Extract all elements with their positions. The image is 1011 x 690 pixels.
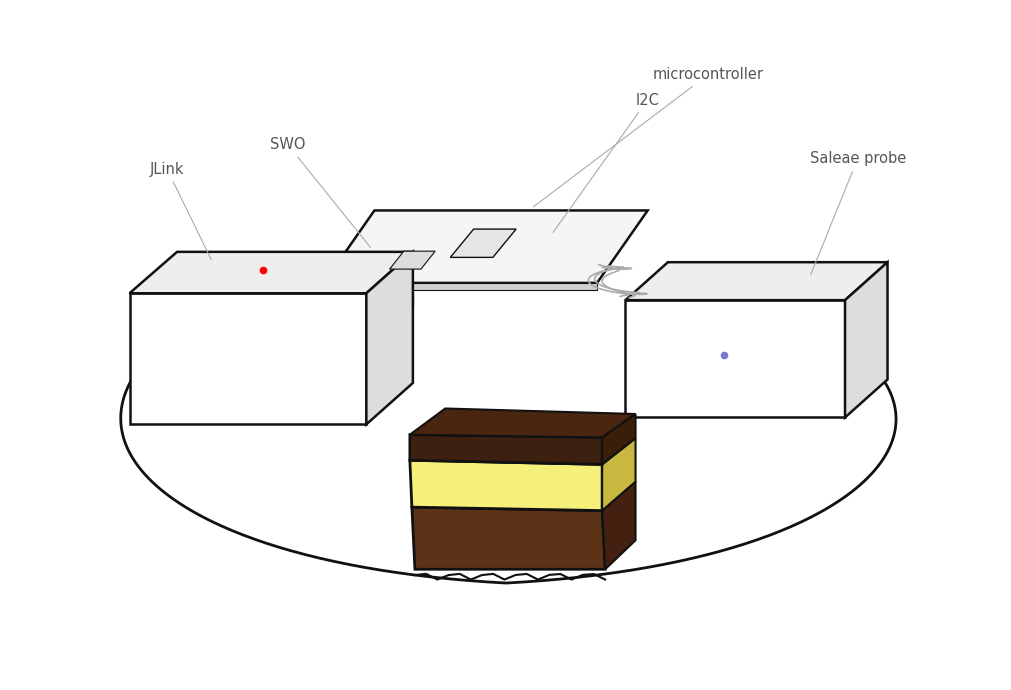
Polygon shape <box>129 252 412 293</box>
Polygon shape <box>411 477 635 511</box>
Polygon shape <box>602 482 635 569</box>
Polygon shape <box>602 414 635 464</box>
Text: Saleae probe: Saleae probe <box>809 151 905 275</box>
Text: I2C: I2C <box>553 92 659 233</box>
Polygon shape <box>129 293 366 424</box>
Polygon shape <box>450 229 516 257</box>
Polygon shape <box>389 251 435 269</box>
Polygon shape <box>602 438 635 511</box>
Polygon shape <box>409 408 635 437</box>
Polygon shape <box>625 300 844 417</box>
Polygon shape <box>324 210 647 283</box>
Polygon shape <box>409 433 635 464</box>
Polygon shape <box>625 262 887 300</box>
Text: SWO: SWO <box>270 137 370 248</box>
Polygon shape <box>409 460 602 511</box>
Polygon shape <box>411 507 605 569</box>
Text: JLink: JLink <box>150 161 211 259</box>
Polygon shape <box>844 262 887 417</box>
Polygon shape <box>324 283 596 290</box>
Polygon shape <box>366 252 412 424</box>
Text: microcontroller: microcontroller <box>533 67 763 207</box>
Polygon shape <box>409 435 602 464</box>
